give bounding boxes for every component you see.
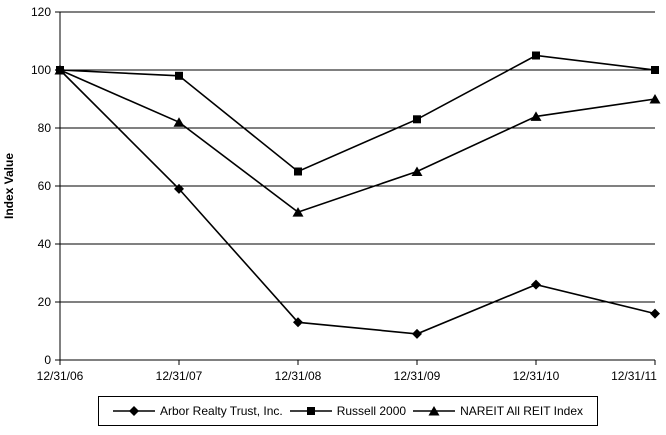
- legend-key-icon: [413, 406, 456, 416]
- triangle-marker-icon: [530, 111, 542, 121]
- diamond-marker-icon: [412, 328, 422, 339]
- diamond-marker-icon: [293, 317, 303, 328]
- legend-item-1: Russell 2000: [289, 404, 407, 418]
- diamond-marker-icon: [174, 183, 184, 194]
- triangle-marker-icon: [54, 65, 66, 75]
- x-tick-label: 12/31/10: [513, 369, 560, 383]
- y-tick-label: 100: [31, 63, 51, 77]
- x-tick-label: 12/31/07: [156, 369, 203, 383]
- square-marker-icon: [294, 167, 302, 176]
- square-marker-icon: [532, 51, 540, 60]
- triangle-marker-icon: [411, 166, 423, 176]
- y-tick-label: 80: [38, 121, 52, 135]
- data-series: [54, 51, 661, 339]
- square-marker-icon: [651, 66, 659, 74]
- legend-label: Arbor Realty Trust, Inc.: [160, 404, 283, 418]
- triangle-marker-icon: [292, 207, 304, 217]
- y-tick-label: 0: [44, 353, 51, 367]
- legend-key-icon: [289, 407, 332, 415]
- diamond-marker-icon: [531, 279, 541, 290]
- legend-item-2: NAREIT All REIT Index: [413, 404, 583, 418]
- legend-item-0: Arbor Realty Trust, Inc.: [113, 404, 283, 418]
- legend: Arbor Realty Trust, Inc. Russell 2000 NARE…: [98, 396, 598, 426]
- square-marker-icon: [175, 71, 183, 80]
- x-tick-label: 12/31/06: [37, 369, 84, 383]
- legend-label: Russell 2000: [336, 404, 407, 418]
- series-2: [54, 65, 661, 217]
- square-marker-icon: [413, 115, 421, 124]
- triangle-marker-icon: [428, 406, 440, 416]
- square-marker-icon: [306, 407, 315, 415]
- legend-label: NAREIT All REIT Index: [460, 404, 583, 418]
- x-tick-label: 12/31/08: [275, 369, 322, 383]
- x-tick-label: 12/31/11: [611, 369, 657, 383]
- y-tick-label: 40: [38, 237, 52, 251]
- y-tick-label: 60: [38, 179, 52, 193]
- y-tick-labels: 0 20 40 60 80 100 120: [31, 5, 51, 367]
- series-0: [55, 65, 660, 339]
- axes: [55, 11, 656, 365]
- x-tick-label: 12/31/09: [394, 369, 441, 383]
- gridlines: [60, 11, 655, 303]
- y-tick-label: 120: [31, 5, 51, 19]
- triangle-marker-icon: [649, 94, 661, 104]
- legend-key-icon: [113, 406, 155, 416]
- diamond-marker-icon: [650, 308, 660, 319]
- diamond-marker-icon: [129, 406, 139, 416]
- triangle-marker-icon: [173, 117, 185, 127]
- y-axis-title: Index Value: [2, 153, 16, 219]
- x-tick-labels: 12/31/06 12/31/07 12/31/08 12/31/09 12/31/10…: [37, 369, 658, 383]
- y-tick-label: 20: [38, 295, 52, 309]
